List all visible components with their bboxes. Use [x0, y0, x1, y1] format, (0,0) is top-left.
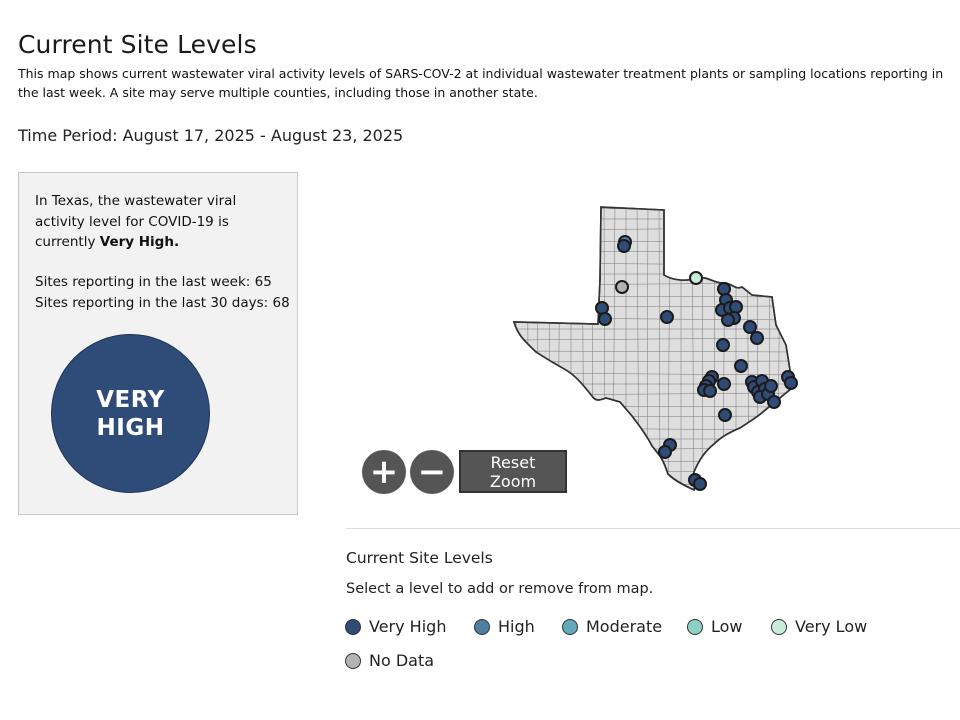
- site-marker[interactable]: [729, 300, 743, 314]
- site-marker[interactable]: [658, 445, 672, 459]
- site-marker[interactable]: [717, 377, 731, 391]
- legend-instructions: Select a level to add or remove from map…: [346, 581, 654, 597]
- site-marker[interactable]: [743, 320, 757, 334]
- legend-swatch-low: [687, 618, 703, 635]
- sites-last-week: Sites reporting in the last week: 65: [35, 274, 272, 290]
- minus-icon: −: [417, 452, 447, 492]
- legend-item-very-high[interactable]: Very High: [345, 617, 446, 636]
- legend-label-low: Low: [711, 617, 743, 636]
- legend-label-high: High: [498, 617, 535, 636]
- site-marker[interactable]: [734, 359, 748, 373]
- page-description: This map shows current wastewater viral …: [18, 66, 944, 100]
- site-marker[interactable]: [717, 282, 731, 296]
- sites-last-30-days: Sites reporting in the last 30 days: 68: [35, 294, 290, 311]
- site-map[interactable]: [340, 180, 960, 510]
- legend-swatch-very-high: [345, 618, 361, 635]
- legend-swatch-moderate: [562, 618, 578, 635]
- summary-level-text: Very High.: [99, 234, 180, 250]
- legend-label-moderate: Moderate: [586, 617, 663, 636]
- legend-item-very-low[interactable]: Very Low: [771, 617, 867, 636]
- site-marker[interactable]: [693, 477, 707, 491]
- site-marker[interactable]: [721, 313, 735, 327]
- summary-statement-text: In Texas, the wastewater viral activity …: [35, 193, 237, 250]
- zoom-in-button[interactable]: +: [362, 450, 406, 494]
- page-title: Current Site Levels: [18, 30, 257, 59]
- summary-statement: In Texas, the wastewater viral activity …: [35, 191, 287, 253]
- site-marker[interactable]: [718, 408, 732, 422]
- time-period: Time Period: August 17, 2025 - August 23…: [18, 126, 404, 145]
- legend-item-low[interactable]: Low: [687, 617, 743, 636]
- site-marker[interactable]: [615, 280, 629, 294]
- level-badge: VERY HIGH: [51, 334, 210, 493]
- site-marker[interactable]: [598, 312, 612, 326]
- site-markers[interactable]: [595, 235, 798, 491]
- site-marker[interactable]: [767, 395, 781, 409]
- reset-zoom-button[interactable]: Reset Zoom: [459, 450, 567, 493]
- site-marker[interactable]: [617, 239, 631, 253]
- zoom-out-button[interactable]: −: [410, 450, 454, 494]
- level-badge-text: VERY HIGH: [96, 386, 165, 441]
- legend-label-very-low: Very Low: [795, 617, 868, 636]
- texas-map-svg[interactable]: [340, 180, 960, 510]
- legend-label-very-high: Very High: [369, 617, 447, 636]
- legend-swatch-high: [474, 618, 490, 635]
- site-marker[interactable]: [703, 384, 717, 398]
- site-marker[interactable]: [784, 376, 798, 390]
- site-marker[interactable]: [764, 379, 778, 393]
- legend-swatch-no-data: [345, 652, 361, 669]
- legend-swatch-very-low: [771, 618, 787, 635]
- plus-icon: +: [369, 452, 399, 492]
- sites-counts: Sites reporting in the last week: 65 Sit…: [35, 272, 290, 313]
- legend-label-no-data: No Data: [369, 651, 435, 670]
- legend-item-moderate[interactable]: Moderate: [562, 617, 662, 636]
- summary-card: In Texas, the wastewater viral activity …: [18, 172, 298, 515]
- legend-divider: [346, 528, 960, 529]
- site-marker[interactable]: [750, 331, 764, 345]
- site-marker[interactable]: [689, 271, 703, 285]
- site-marker[interactable]: [716, 338, 730, 352]
- legend-item-no-data[interactable]: No Data: [345, 651, 434, 670]
- site-marker[interactable]: [660, 310, 674, 324]
- legend-title: Current Site Levels: [346, 549, 493, 567]
- legend-item-high[interactable]: High: [474, 617, 535, 636]
